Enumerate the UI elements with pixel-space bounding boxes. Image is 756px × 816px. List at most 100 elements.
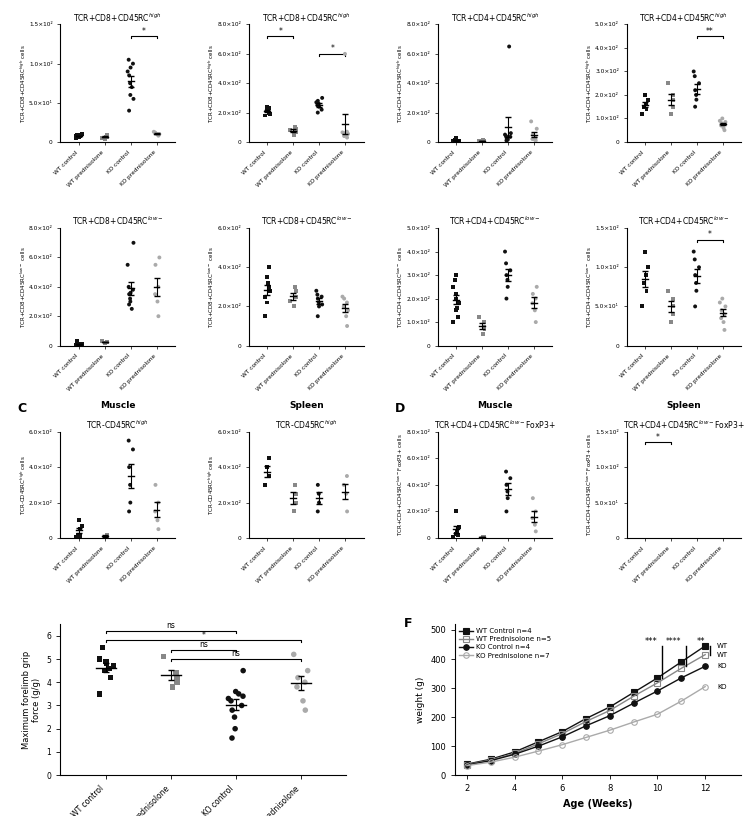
Y-axis label: weight (g): weight (g) (416, 676, 425, 723)
Point (290, 496, 302, 509)
Title: TCR+CD4+CD45RC$^{high}$: TCR+CD4+CD45RC$^{high}$ (451, 11, 539, 24)
Point (122, 434, 135, 447)
KO Control n=4 (606, 711, 615, 721)
Title: TCR+CD8+CD45RC$^{high}$: TCR+CD8+CD45RC$^{high}$ (262, 11, 351, 24)
Point (123, 460, 135, 473)
Point (316, 298, 328, 311)
Line: KO Control n=4: KO Control n=4 (464, 663, 708, 768)
Point (96, 641, 108, 654)
Point (718, 106, 730, 119)
KO Prednisolone n=7 (653, 709, 662, 719)
Point (689, 69, 701, 82)
WT Prednisolone n=5 (653, 678, 662, 688)
Point (716, 292, 728, 305)
Point (262, 102, 274, 115)
Point (259, 290, 271, 304)
Point (290, 125, 302, 138)
Point (96, 335, 108, 348)
KO Control n=4 (558, 732, 567, 742)
Point (453, 521, 465, 534)
Point (313, 300, 325, 313)
WT Prednisolone n=5 (558, 729, 567, 738)
Point (448, 134, 460, 147)
Point (636, 300, 648, 313)
Text: ns: ns (199, 641, 208, 650)
Line: WT Control n=4: WT Control n=4 (464, 643, 708, 767)
Text: **: ** (706, 27, 714, 36)
Y-axis label: TCR-CD45RC$^{high}$ cells: TCR-CD45RC$^{high}$ cells (207, 455, 216, 515)
Point (127, 283, 139, 296)
Point (262, 261, 274, 274)
Point (124, 292, 136, 305)
Point (262, 277, 274, 290)
Point (638, 277, 650, 290)
Point (101, 336, 113, 349)
Point (640, 103, 652, 116)
Point (338, 130, 350, 143)
Point (101, 530, 113, 543)
Point (290, 290, 302, 304)
Title: TCR-CD45RC$^{high}$: TCR-CD45RC$^{high}$ (86, 419, 149, 431)
Point (99, 664, 111, 677)
Point (527, 491, 539, 504)
Point (311, 310, 324, 323)
Point (291, 681, 303, 694)
Point (76, 519, 88, 532)
Point (124, 496, 136, 509)
Y-axis label: TCR+CD4+CD45RC$^{high}$ cells: TCR+CD4+CD45RC$^{high}$ cells (395, 44, 405, 122)
Point (297, 694, 309, 707)
Point (290, 121, 302, 134)
Point (718, 308, 730, 321)
Point (313, 487, 325, 500)
Point (720, 300, 732, 313)
Point (288, 300, 300, 313)
Point (150, 478, 162, 491)
Text: *: * (278, 27, 282, 36)
Point (453, 297, 465, 310)
Point (531, 281, 543, 294)
WT Control n=4 (606, 702, 615, 712)
KO Prednisolone n=7 (701, 681, 710, 691)
Point (236, 699, 248, 712)
Point (526, 512, 538, 525)
X-axis label: Age (Weeks): Age (Weeks) (563, 799, 633, 809)
Point (104, 671, 116, 684)
Point (299, 676, 311, 689)
Point (531, 122, 543, 135)
Text: KO: KO (717, 663, 727, 669)
Point (73, 514, 85, 527)
Point (288, 648, 300, 661)
Y-axis label: TCR+CD8+CD45RC$^{low-}$ cells: TCR+CD8+CD45RC$^{low-}$ cells (18, 246, 27, 328)
WT Prednisolone n=5 (629, 691, 638, 701)
Point (311, 95, 324, 108)
KO Prednisolone n=7 (677, 696, 686, 706)
Point (311, 505, 324, 518)
Point (73, 130, 85, 143)
Point (341, 469, 353, 482)
Point (690, 88, 702, 101)
Point (478, 316, 490, 329)
Point (342, 127, 354, 140)
Point (313, 97, 325, 110)
Point (342, 304, 354, 317)
Point (500, 292, 513, 305)
Point (530, 134, 542, 147)
Point (124, 77, 136, 90)
Y-axis label: TCR+CD4+CD45RC$^{low-}$FoxP3+ cells: TCR+CD4+CD45RC$^{low-}$FoxP3+ cells (584, 433, 593, 536)
Point (149, 126, 161, 139)
WT Control n=4 (701, 641, 710, 651)
Point (527, 128, 539, 141)
Text: ns: ns (166, 622, 175, 631)
Point (665, 316, 677, 329)
WT Control n=4 (581, 714, 590, 724)
Point (96, 131, 108, 144)
Point (718, 323, 730, 336)
Point (123, 298, 135, 311)
Point (448, 273, 460, 286)
Text: *: * (141, 27, 146, 36)
Point (230, 685, 242, 698)
Point (689, 177, 702, 190)
Point (70, 530, 82, 543)
Point (501, 132, 513, 145)
KO Prednisolone n=7 (486, 757, 495, 767)
